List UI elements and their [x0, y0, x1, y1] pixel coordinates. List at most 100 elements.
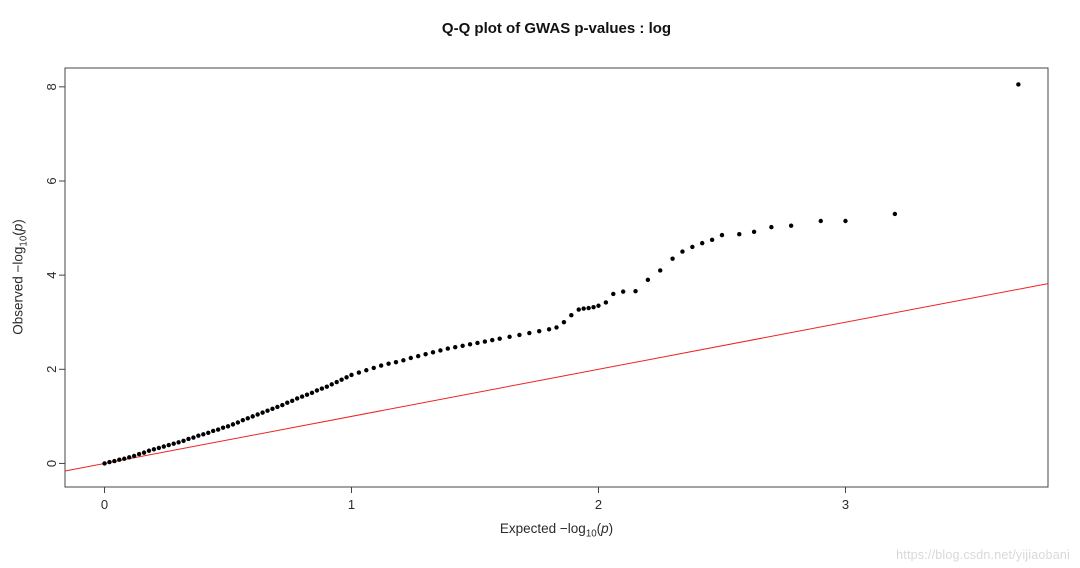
data-point	[265, 408, 270, 413]
data-point	[438, 348, 443, 353]
data-point	[131, 453, 137, 459]
data-point	[554, 325, 559, 330]
data-point	[275, 404, 280, 410]
plot-box	[64, 67, 1049, 488]
data-point	[356, 370, 362, 375]
data-point	[690, 244, 695, 250]
data-point	[892, 211, 898, 217]
data-point	[280, 402, 285, 408]
data-point	[670, 256, 675, 261]
data-point	[324, 384, 330, 389]
data-point	[658, 268, 663, 273]
data-point	[591, 304, 596, 310]
data-point	[378, 363, 384, 368]
data-point	[633, 288, 638, 294]
y-tick-label: 2	[44, 366, 59, 373]
x-axis-word: Expected	[499, 521, 560, 536]
data-point	[334, 379, 339, 385]
data-point	[349, 372, 354, 378]
data-point	[230, 422, 236, 427]
y-tick-label: 0	[44, 460, 59, 467]
data-point	[576, 307, 581, 312]
y-axis-var: p	[10, 223, 26, 232]
y-axis-word: Observed	[10, 272, 26, 335]
data-point	[818, 218, 823, 224]
data-point	[453, 344, 458, 350]
data-point	[467, 342, 473, 347]
data-point	[127, 455, 132, 460]
data-point	[537, 328, 542, 334]
data-point	[107, 459, 112, 465]
chart-title: Q-Q plot of GWAS p-values : log	[441, 20, 672, 37]
data-point	[196, 433, 201, 438]
data-point	[117, 457, 122, 462]
data-point	[620, 289, 626, 294]
y-tick-label: 8	[44, 83, 59, 90]
data-point	[490, 337, 495, 343]
data-point	[225, 424, 231, 429]
data-point	[546, 327, 552, 332]
data-point	[141, 450, 147, 455]
data-point	[386, 361, 391, 366]
data-point	[210, 428, 216, 434]
data-point	[719, 232, 725, 238]
data-point	[206, 430, 211, 436]
data-point	[408, 355, 413, 361]
data-point	[596, 303, 601, 308]
x-tick-label: 3	[842, 497, 849, 512]
data-point	[255, 412, 260, 417]
data-point	[319, 386, 325, 391]
data-point	[112, 458, 117, 464]
y-tick-label: 4	[44, 272, 59, 279]
data-point	[299, 394, 305, 399]
data-point	[769, 224, 774, 230]
y-axis-neglog: −log	[10, 246, 26, 273]
data-point	[240, 417, 246, 423]
y-tick-label: 6	[44, 177, 59, 184]
data-point	[220, 425, 226, 430]
data-point	[339, 377, 344, 382]
data-point	[136, 451, 142, 457]
data-point	[700, 240, 705, 246]
data-point	[329, 382, 334, 387]
watermark: https://blog.csdn.net/yijiaobani	[896, 548, 1070, 562]
y-axis-sub: 10	[18, 235, 30, 247]
x-axis-paren-open: (	[596, 521, 602, 536]
data-point	[611, 291, 616, 297]
data-point	[423, 352, 428, 357]
data-point	[645, 277, 651, 283]
data-point	[146, 448, 152, 453]
data-point	[181, 438, 186, 444]
data-point	[569, 312, 574, 318]
data-point	[215, 427, 221, 432]
data-point	[151, 447, 157, 452]
data-point	[102, 461, 107, 466]
data-point	[250, 414, 255, 419]
data-point	[401, 358, 406, 363]
data-point	[294, 396, 300, 401]
data-point	[171, 441, 176, 446]
x-axis-sub: 10	[585, 528, 597, 540]
data-point	[314, 388, 320, 393]
x-axis-var: p	[601, 521, 609, 536]
data-point	[245, 416, 250, 421]
data-point	[309, 390, 315, 396]
y-axis-title-inner: Observed −log10(p)	[11, 219, 30, 335]
reference-line	[64, 283, 1049, 472]
data-point	[603, 300, 609, 305]
x-tick-label: 2	[595, 497, 602, 512]
data-point	[290, 398, 295, 404]
data-point	[581, 306, 586, 311]
data-point	[270, 406, 275, 412]
data-point	[737, 231, 742, 237]
data-point	[166, 442, 171, 448]
x-tick-label: 1	[348, 497, 355, 512]
data-point	[201, 432, 206, 437]
y-axis-paren-close: )	[10, 219, 26, 224]
data-point	[304, 392, 310, 397]
data-point	[364, 368, 369, 373]
data-point	[393, 360, 399, 365]
data-point	[430, 350, 436, 355]
